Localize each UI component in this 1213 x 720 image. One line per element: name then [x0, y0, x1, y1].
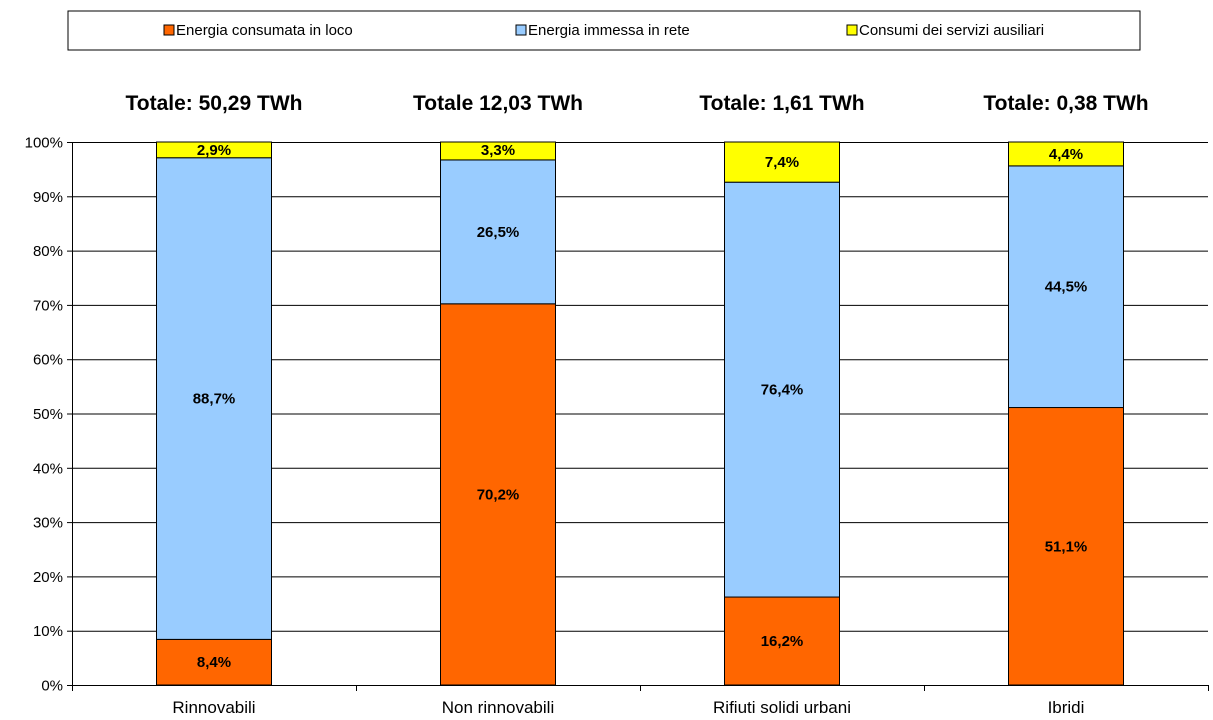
- legend: Energia consumata in loco Energia immessa…: [68, 11, 1140, 50]
- y-tick-label: 90%: [33, 189, 63, 206]
- data-label: 44,5%: [1045, 279, 1088, 296]
- y-tick-label: 60%: [33, 352, 63, 369]
- y-tick-label: 80%: [33, 243, 63, 260]
- total-label: Totale: 50,29 TWh: [126, 92, 303, 115]
- y-tick-label: 70%: [33, 297, 63, 314]
- y-axis: 0% 10% 20% 30% 40% 50% 60% 70% 80% 90% 100%: [25, 135, 73, 695]
- legend-swatch: [164, 25, 174, 35]
- total-label: Totale 12,03 TWh: [413, 92, 583, 115]
- x-axis: Rinnovabili Non rinnovabili Rifiuti solidi…: [72, 685, 1209, 717]
- y-tick-label: 100%: [25, 135, 63, 152]
- data-label: 76,4%: [761, 382, 804, 399]
- data-label: 51,1%: [1045, 538, 1088, 555]
- data-label: 26,5%: [477, 224, 520, 241]
- y-tick-label: 20%: [33, 569, 63, 586]
- data-label: 4,4%: [1049, 146, 1083, 163]
- totals-row: Totale: 50,29 TWh Totale 12,03 TWh Totale:…: [126, 92, 1149, 115]
- x-category-label: Rifiuti solidi urbani: [713, 698, 851, 717]
- y-tick-label: 0%: [41, 678, 63, 695]
- legend-label: Energia consumata in loco: [176, 22, 353, 39]
- x-category-label: Rinnovabili: [172, 698, 255, 717]
- data-label: 8,4%: [197, 654, 231, 671]
- data-label: 2,9%: [197, 142, 231, 159]
- legend-label: Energia immessa in rete: [528, 22, 690, 39]
- data-label: 88,7%: [193, 391, 236, 408]
- total-label: Totale: 1,61 TWh: [699, 92, 864, 115]
- x-category-label: Ibridi: [1048, 698, 1085, 717]
- y-tick-label: 30%: [33, 515, 63, 532]
- legend-swatch: [847, 25, 857, 35]
- y-tick-label: 40%: [33, 460, 63, 477]
- data-label: 3,3%: [481, 142, 515, 159]
- legend-swatch: [516, 25, 526, 35]
- legend-label: Consumi dei servizi ausiliari: [859, 22, 1044, 39]
- x-category-label: Non rinnovabili: [442, 698, 554, 717]
- y-tick-label: 50%: [33, 406, 63, 423]
- total-label: Totale: 0,38 TWh: [983, 92, 1148, 115]
- data-label: 7,4%: [765, 154, 799, 171]
- data-label: 16,2%: [761, 633, 804, 650]
- data-label: 70,2%: [477, 486, 520, 503]
- y-tick-label: 10%: [33, 623, 63, 640]
